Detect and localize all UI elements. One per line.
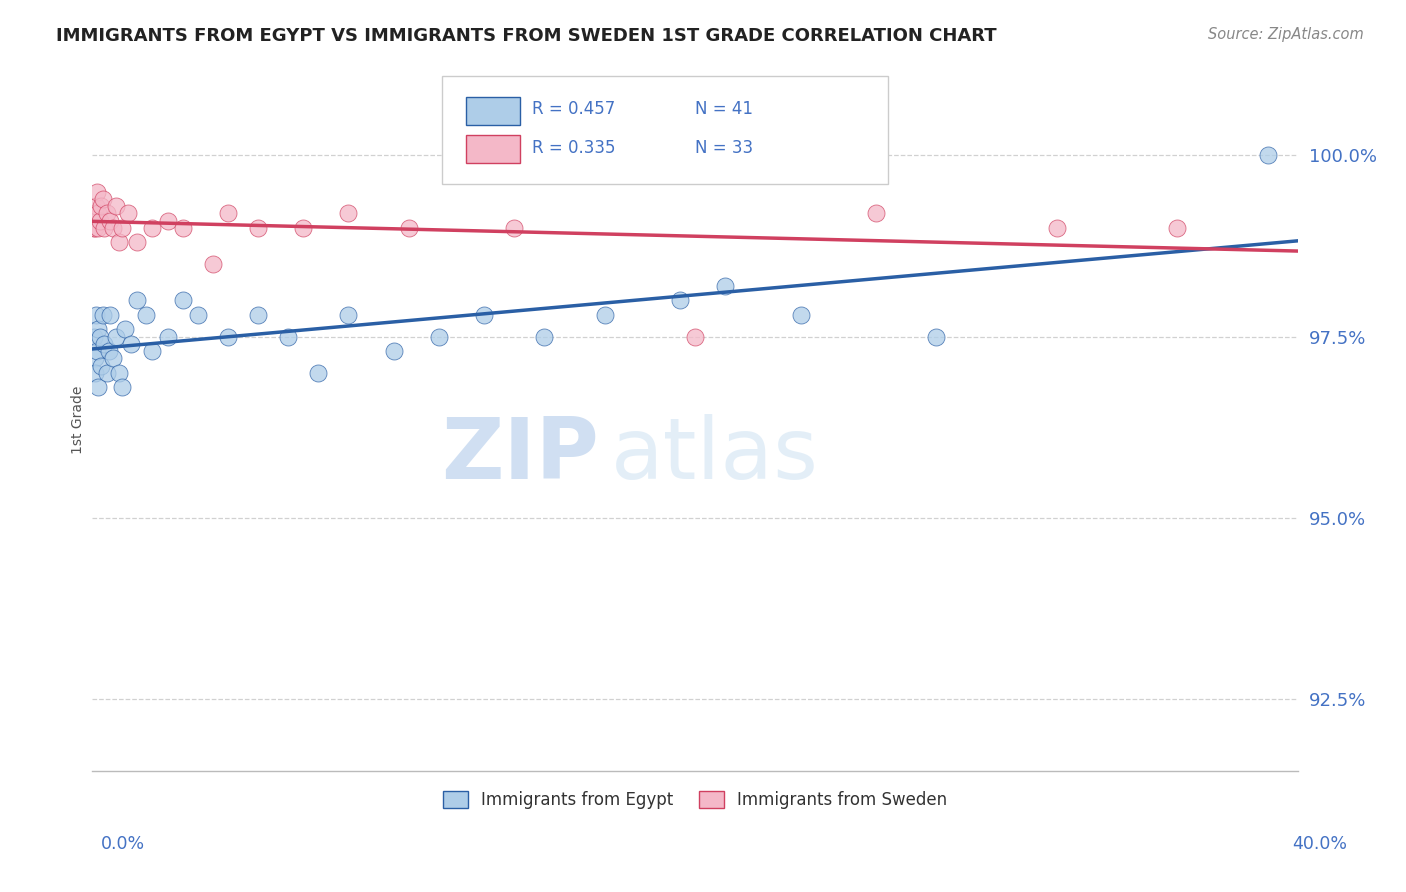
Y-axis label: 1st Grade: 1st Grade (72, 385, 86, 454)
Legend: Immigrants from Egypt, Immigrants from Sweden: Immigrants from Egypt, Immigrants from S… (436, 784, 953, 816)
Text: atlas: atlas (610, 414, 818, 497)
Point (503, 221, 526, 235)
Point (865, 206, 887, 220)
Point (108, 366, 131, 380)
Point (217, 206, 239, 220)
Point (83, 221, 105, 235)
Point (86, 221, 108, 235)
Point (117, 206, 139, 220)
FancyBboxPatch shape (465, 96, 520, 125)
Point (103, 351, 125, 366)
Text: IMMIGRANTS FROM EGYPT VS IMMIGRANTS FROM SWEDEN 1ST GRADE CORRELATION CHART: IMMIGRANTS FROM EGYPT VS IMMIGRANTS FROM… (56, 27, 997, 45)
Point (87, 206, 110, 220)
Point (187, 308, 209, 322)
Point (111, 221, 134, 235)
Point (925, 329, 948, 343)
Point (108, 235, 131, 250)
Point (84, 199, 107, 213)
Point (98, 308, 121, 322)
Point (593, 308, 616, 322)
Text: R = 0.335: R = 0.335 (533, 139, 616, 157)
Point (86, 344, 108, 359)
Point (93, 221, 115, 235)
Point (90, 359, 112, 373)
Text: ZIP: ZIP (441, 414, 599, 497)
Point (789, 308, 811, 322)
Point (201, 257, 224, 271)
Point (114, 322, 136, 336)
Point (98, 213, 121, 227)
Point (1046, 221, 1069, 235)
Point (120, 337, 142, 351)
Point (91, 192, 114, 206)
Point (427, 329, 450, 343)
Point (89, 329, 111, 343)
Point (91, 308, 114, 322)
FancyBboxPatch shape (441, 76, 889, 185)
Point (1166, 221, 1188, 235)
Point (337, 308, 360, 322)
Point (398, 221, 420, 235)
Text: 40.0%: 40.0% (1292, 835, 1347, 853)
Point (292, 221, 315, 235)
Point (83, 351, 105, 366)
FancyBboxPatch shape (465, 136, 520, 163)
Point (141, 221, 163, 235)
Point (277, 329, 299, 343)
Point (127, 293, 149, 308)
Point (103, 221, 125, 235)
Point (246, 308, 269, 322)
Text: 0.0%: 0.0% (101, 835, 145, 853)
Point (111, 380, 134, 394)
Point (96, 366, 118, 380)
Point (87, 380, 110, 394)
Point (97, 344, 120, 359)
Point (337, 206, 360, 220)
Text: R = 0.457: R = 0.457 (533, 100, 616, 119)
Point (172, 293, 194, 308)
Point (172, 221, 194, 235)
Point (86, 322, 108, 336)
Point (105, 329, 128, 343)
Point (156, 329, 179, 343)
Point (382, 344, 405, 359)
Point (96, 206, 118, 220)
Text: N = 41: N = 41 (695, 100, 754, 119)
Point (89, 213, 111, 227)
Text: Source: ZipAtlas.com: Source: ZipAtlas.com (1208, 27, 1364, 42)
Point (1257, 148, 1279, 162)
Point (86, 185, 108, 199)
Point (141, 344, 163, 359)
Point (84, 366, 107, 380)
Point (83, 206, 105, 220)
Point (90, 199, 112, 213)
Point (533, 329, 555, 343)
Text: N = 33: N = 33 (695, 139, 754, 157)
Point (307, 366, 329, 380)
Point (669, 293, 692, 308)
Point (217, 329, 239, 343)
Point (105, 199, 128, 213)
Point (83, 329, 105, 343)
Point (93, 337, 115, 351)
Point (714, 279, 737, 293)
Point (683, 329, 706, 343)
Point (472, 308, 495, 322)
Point (156, 213, 179, 227)
Point (84, 308, 107, 322)
Point (135, 308, 157, 322)
Point (84, 221, 107, 235)
Point (127, 235, 149, 250)
Point (246, 221, 269, 235)
